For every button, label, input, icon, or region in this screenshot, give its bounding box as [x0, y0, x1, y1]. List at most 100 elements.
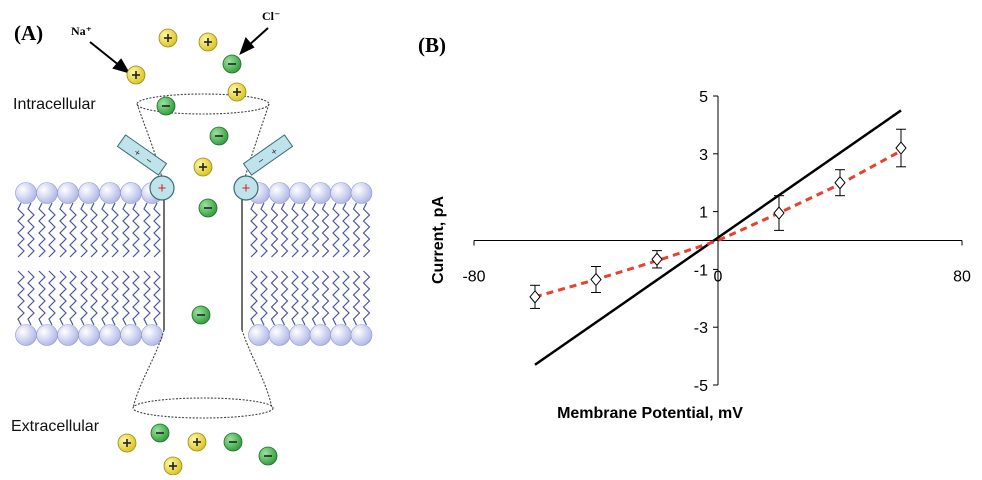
lipid-tail	[270, 270, 279, 326]
panel-a: (A) Na⁺ Cl⁻ Intracellular Extracellular	[11, 9, 373, 476]
lipid-tail	[80, 202, 88, 258]
anion-icon	[156, 96, 176, 116]
x-tick-label: -80	[462, 269, 485, 286]
lipid-tail	[301, 270, 309, 326]
lipid-tail	[17, 270, 25, 326]
lipid-head	[330, 182, 352, 204]
lipid-tail	[250, 202, 258, 258]
cation-icon	[117, 433, 137, 453]
panel-b-label: (B)	[418, 33, 446, 57]
panel-b: (B) -5 -3 -1 1 3 5 -80 0 80 Membrane Potential, m…	[418, 33, 971, 422]
lipid-tail	[48, 202, 56, 258]
lipid-tail	[90, 202, 98, 258]
lipid-tail	[342, 270, 350, 326]
lipid-tail	[291, 270, 299, 326]
diamond-marker	[651, 252, 663, 267]
lipid-tail	[260, 270, 268, 326]
lipid-tail	[250, 270, 258, 326]
lipid-head	[36, 324, 58, 346]
na-arrow	[89, 41, 131, 74]
cation-icon	[187, 432, 207, 452]
lipid-tail	[122, 202, 130, 258]
lipid-head	[57, 324, 79, 346]
lipid-tail	[153, 202, 161, 258]
iv-chart: -5 -3 -1 1 3 5 -80 0 80 Membrane Potential, mV Cur…	[430, 89, 971, 422]
diamond-marker	[773, 206, 785, 220]
data-point	[895, 128, 907, 168]
lipid-tail	[101, 202, 109, 258]
lipid-tail	[69, 270, 77, 326]
lipid-head	[141, 324, 163, 346]
lipid-head	[120, 182, 142, 204]
lipid-tail	[291, 202, 299, 258]
lipid-tail	[321, 202, 330, 258]
cation-icon	[198, 32, 218, 52]
svg-text:−: −	[143, 155, 154, 167]
lipid-head	[309, 324, 332, 346]
na-label: Na⁺	[71, 24, 92, 38]
lipid-tail	[143, 202, 151, 258]
lipid-tail	[132, 270, 140, 326]
sensor-charge-right: +	[242, 180, 251, 197]
y-tick-label: 5	[699, 89, 708, 106]
y-tick-label: 3	[699, 147, 708, 164]
anion-icon	[209, 126, 229, 146]
lipid-tail	[321, 270, 330, 326]
diamond-marker	[529, 290, 541, 304]
diamond-marker	[895, 141, 907, 155]
lipid-head	[330, 324, 352, 346]
lipid-tail	[332, 202, 340, 258]
lipid-tail	[352, 270, 361, 326]
y-tick-label: -5	[694, 378, 708, 395]
lipid-head	[248, 324, 270, 346]
series-line-solid	[534, 109, 902, 366]
cation-icon	[227, 82, 247, 102]
lipid-tail	[59, 270, 67, 326]
lipid-head	[15, 182, 37, 204]
lipid-tail	[17, 202, 25, 258]
lipid-tail	[352, 202, 361, 258]
lipid-tail	[362, 202, 371, 258]
lipid-head	[99, 324, 121, 346]
lipid-head	[309, 182, 332, 204]
lipid-tail	[27, 202, 35, 258]
lipid-tail	[362, 270, 371, 326]
lipid-head	[36, 182, 58, 204]
lipid-tail	[311, 202, 320, 258]
anion-icon	[150, 423, 170, 443]
svg-text:+: +	[269, 146, 280, 158]
lipid-tail	[280, 202, 289, 258]
data-point	[651, 250, 663, 269]
lipid-head	[120, 324, 142, 346]
lipid-tail	[153, 270, 161, 326]
lipid-head	[350, 324, 373, 346]
diamond-marker	[834, 175, 846, 190]
lipid-tail	[27, 270, 35, 326]
channel-pore-walls	[163, 192, 243, 330]
y-axis-label: Current, pA	[430, 196, 447, 284]
diamond-marker	[590, 272, 602, 287]
lipid-tail	[38, 202, 46, 258]
lipid-tail	[270, 202, 279, 258]
lipid-tail	[80, 270, 88, 326]
cation-icon	[158, 28, 178, 48]
data-point	[773, 195, 785, 231]
data-point	[529, 284, 541, 309]
anion-icon	[198, 198, 218, 218]
lipid-tail	[122, 270, 130, 326]
cl-label: Cl⁻	[262, 9, 280, 23]
cation-icon	[126, 65, 146, 85]
lipid-head	[99, 182, 121, 204]
cation-icon	[193, 157, 213, 177]
x-tick-label: 0	[714, 269, 723, 286]
lipid-tail	[69, 202, 77, 258]
lipid-head	[15, 324, 37, 346]
voltage-sensor-left: + − +	[116, 134, 175, 201]
y-tick-label: -3	[694, 320, 708, 337]
data-point	[590, 266, 602, 294]
x-tick-label: 80	[953, 269, 971, 286]
lipid-head	[268, 324, 291, 346]
lipid-tail	[59, 202, 67, 258]
